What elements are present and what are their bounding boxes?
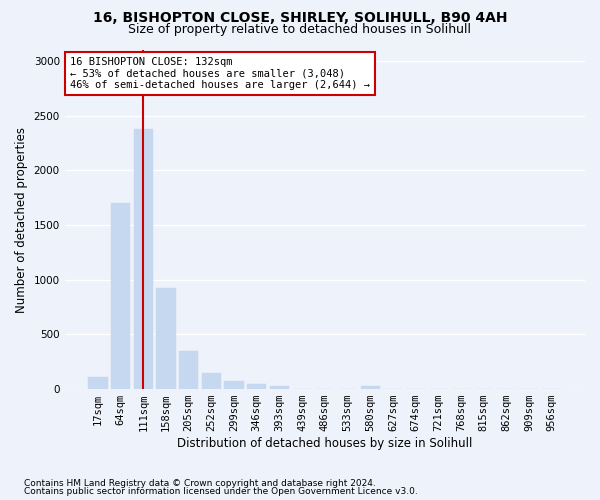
Text: 16, BISHOPTON CLOSE, SHIRLEY, SOLIHULL, B90 4AH: 16, BISHOPTON CLOSE, SHIRLEY, SOLIHULL, … [93,11,507,25]
Bar [224,382,244,389]
Bar [88,377,107,389]
Text: Contains public sector information licensed under the Open Government Licence v3: Contains public sector information licen… [24,487,418,496]
Text: Contains HM Land Registry data © Crown copyright and database right 2024.: Contains HM Land Registry data © Crown c… [24,478,376,488]
Y-axis label: Number of detached properties: Number of detached properties [15,126,28,312]
Bar [134,129,153,389]
X-axis label: Distribution of detached houses by size in Solihull: Distribution of detached houses by size … [177,437,473,450]
Text: Size of property relative to detached houses in Solihull: Size of property relative to detached ho… [128,22,472,36]
Bar [179,352,199,389]
Bar [157,288,176,389]
Bar [111,203,130,389]
Text: 16 BISHOPTON CLOSE: 132sqm
← 53% of detached houses are smaller (3,048)
46% of s: 16 BISHOPTON CLOSE: 132sqm ← 53% of deta… [70,57,370,90]
Bar [270,386,289,389]
Bar [361,386,380,389]
Bar [247,384,266,389]
Bar [202,372,221,389]
